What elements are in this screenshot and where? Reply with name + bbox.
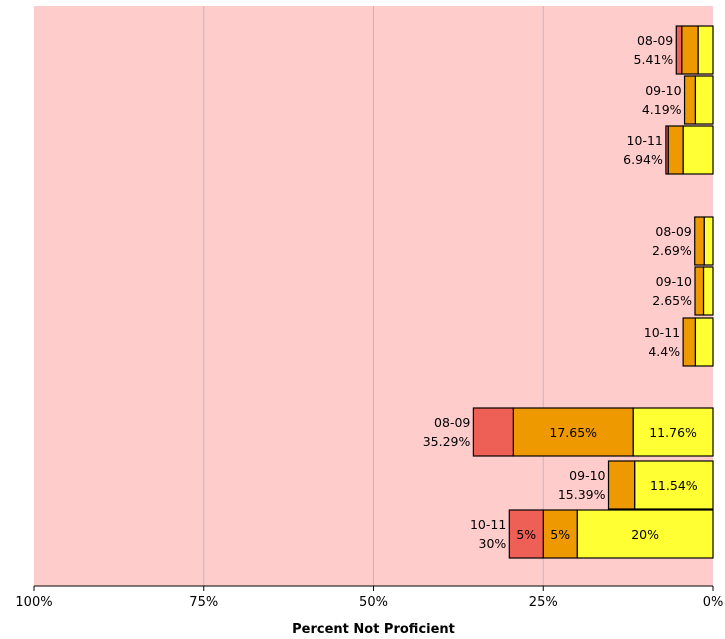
- bar-year-label: 09-10: [569, 468, 605, 483]
- level-2-segment: [512, 407, 634, 457]
- level-3-segment: [508, 509, 544, 559]
- level-3-segment: [472, 407, 514, 457]
- bar-total-label: 4.4%: [648, 344, 680, 359]
- level-2-segment: [683, 75, 696, 125]
- bar-year-label: 08-09: [637, 33, 673, 48]
- level-1-segment: [632, 407, 714, 457]
- level-2-segment: [667, 125, 684, 175]
- level-1-segment: [682, 125, 714, 175]
- bar-year-label: 10-11: [644, 325, 680, 340]
- level-2-segment: [694, 216, 705, 266]
- bar-total-label: 30%: [479, 536, 507, 551]
- level-3-segment: [665, 125, 669, 175]
- x-tick-label: 100%: [15, 595, 52, 610]
- level-1-segment: [694, 317, 714, 367]
- segment-value-label: 11.54%: [650, 478, 698, 493]
- level-1-segment: [702, 266, 714, 316]
- bar-total-label: 15.39%: [558, 487, 606, 502]
- segment-value-label: 11.76%: [649, 425, 697, 440]
- level-1-segment: [694, 75, 714, 125]
- x-tick-label: 25%: [529, 595, 558, 610]
- x-tick-label: 50%: [359, 595, 388, 610]
- level-1-segment: [697, 25, 714, 75]
- bar-year-label: 10-11: [470, 517, 506, 532]
- bar-year-label: 09-10: [645, 83, 681, 98]
- level-3-segment: [675, 25, 683, 75]
- level-2-segment: [542, 509, 578, 559]
- level-2-segment: [694, 266, 705, 316]
- bar-total-label: 35.29%: [423, 434, 471, 449]
- bar-total-label: 4.19%: [642, 102, 682, 117]
- bar-total-label: 2.65%: [652, 293, 692, 308]
- level-1-segment: [576, 509, 714, 559]
- bar-total-label: 5.41%: [634, 52, 674, 67]
- level-2-segment: [682, 317, 696, 367]
- segment-value-label: 20%: [631, 527, 659, 542]
- segment-value-label: 5%: [550, 527, 570, 542]
- x-tick-label: 0%: [703, 595, 724, 610]
- bar-year-label: 08-09: [434, 415, 470, 430]
- level-2-segment: [607, 460, 636, 510]
- bar-total-label: 6.94%: [623, 152, 663, 167]
- segment-value-label: 5%: [516, 527, 536, 542]
- bar-year-label: 09-10: [656, 274, 692, 289]
- level-2-segment: [681, 25, 699, 75]
- x-axis-title: Percent Not Proficient: [292, 622, 455, 637]
- bar-year-label: 08-09: [655, 224, 691, 239]
- level-1-segment: [703, 216, 714, 266]
- segment-value-label: 17.65%: [549, 425, 597, 440]
- bar-year-label: 10-11: [627, 133, 663, 148]
- x-tick-label: 75%: [189, 595, 218, 610]
- bar-total-label: 2.69%: [652, 243, 692, 258]
